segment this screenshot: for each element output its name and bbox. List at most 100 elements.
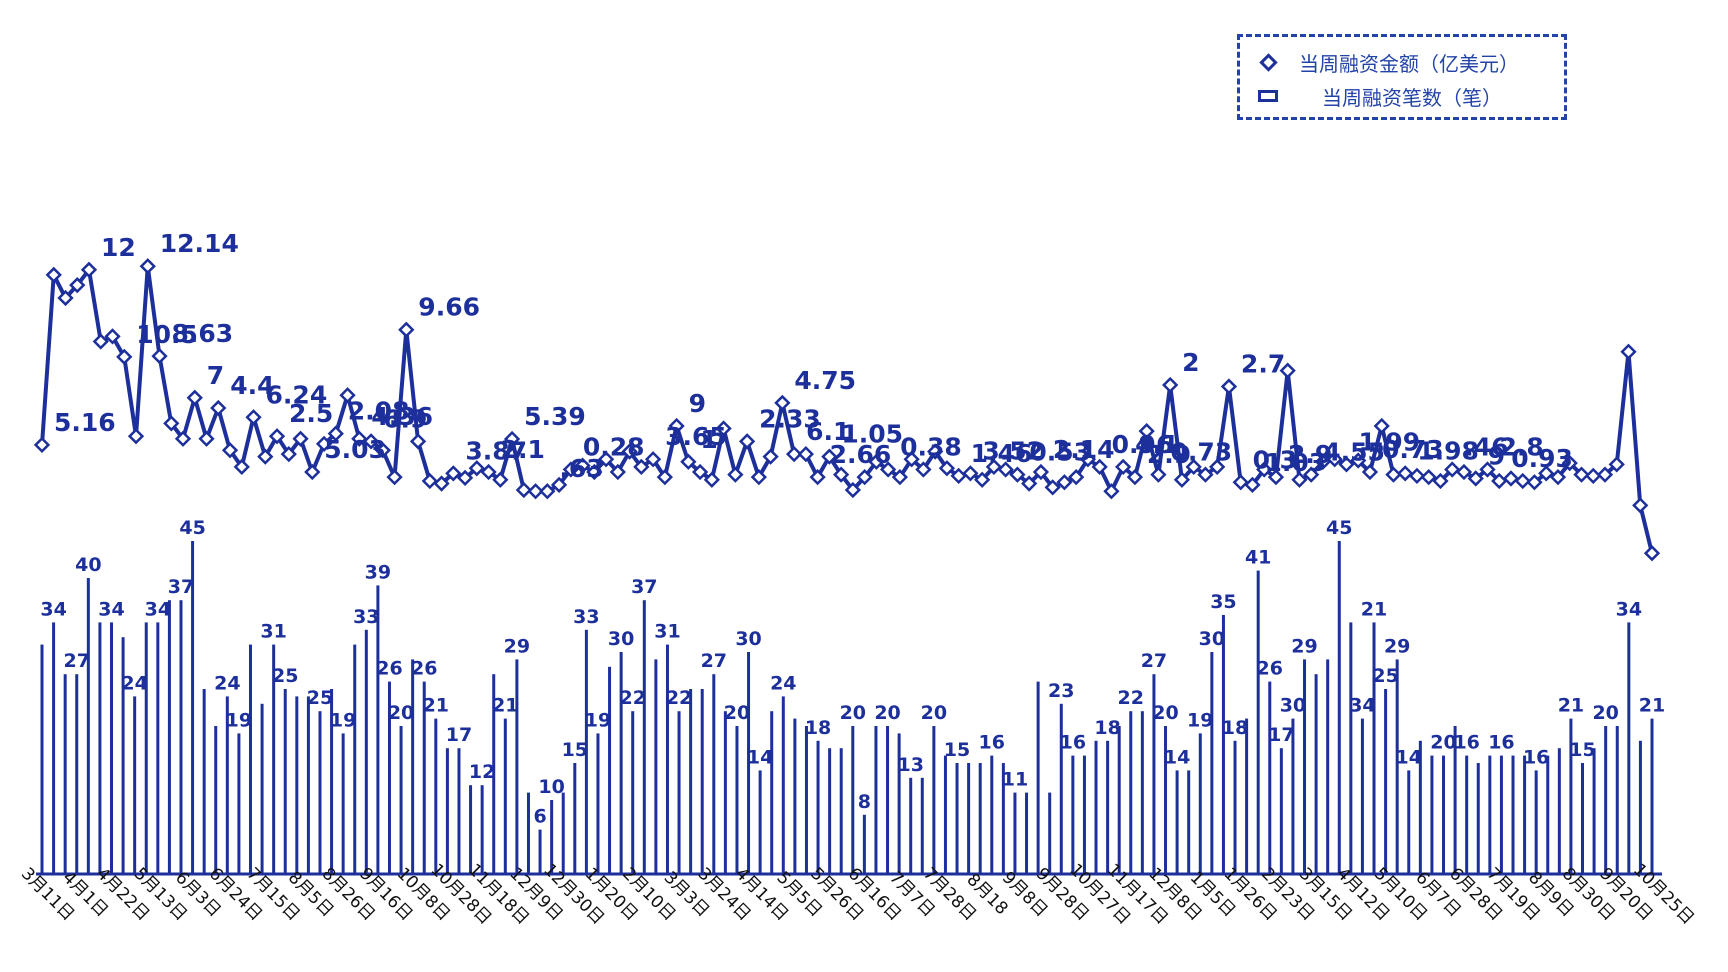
line-point (1056, 474, 1073, 491)
line-point (715, 420, 732, 437)
bar-data-label: 26 (1257, 658, 1283, 680)
bar (214, 726, 218, 874)
line-point (480, 463, 497, 481)
line-point (1585, 467, 1602, 485)
line-data-label: .63 (559, 454, 603, 483)
line-point (1455, 463, 1473, 481)
bar (1245, 718, 1249, 874)
line-point (1561, 454, 1578, 472)
line-point (750, 469, 767, 486)
bar (109, 622, 113, 874)
bar (1221, 615, 1225, 874)
bar (990, 755, 994, 874)
bar-outline-icon (1258, 90, 1278, 102)
line-point (1138, 422, 1155, 440)
line-point (1267, 469, 1285, 486)
line-data-label: 2.8 (1499, 432, 1543, 461)
bar (156, 622, 160, 874)
line-point (33, 436, 51, 454)
bar (700, 689, 704, 874)
bar (1233, 740, 1237, 874)
bar-series-count (40, 541, 1654, 874)
line-point (774, 394, 791, 412)
line-point (550, 476, 568, 493)
bar-data-label: 34 (1349, 695, 1375, 717)
line-point (644, 451, 662, 468)
line-point (1632, 497, 1649, 514)
bar (573, 763, 577, 874)
bar-data-label: 13 (897, 754, 923, 776)
line-point (985, 458, 1003, 476)
bar-data-label: 24 (214, 672, 240, 694)
line-point (268, 428, 286, 445)
line-point (974, 471, 991, 488)
legend-item-amount[interactable]: 当周融资金额（亿美元） (1254, 47, 1519, 77)
bar-data-label: 35 (1210, 591, 1236, 613)
line-data-label: 2.7 (1241, 350, 1285, 379)
line-point (915, 461, 932, 478)
line-point (1538, 465, 1555, 482)
line-point (339, 387, 356, 404)
diamond-marker-icon (1259, 52, 1278, 72)
line-data-label: 0.38 (900, 432, 962, 461)
line-point (1491, 472, 1508, 490)
line-point (1596, 466, 1614, 483)
line-point (127, 428, 145, 445)
line-point (586, 463, 603, 481)
bar (225, 696, 229, 874)
bar (387, 681, 391, 874)
bar-data-label: 31 (260, 621, 286, 643)
bar (967, 763, 971, 874)
bar (1407, 770, 1411, 874)
bar-data-label: 31 (654, 621, 680, 643)
bar (1442, 755, 1446, 874)
bar-data-label: 8 (858, 791, 871, 813)
bar (1627, 622, 1631, 874)
bar-data-label: 20 (1152, 702, 1178, 724)
bar (1534, 770, 1538, 874)
bar-data-label: 34 (1616, 598, 1642, 620)
x-tick-labels: 3月11日4月1日4月22日5月13日6月3日6月24日7月15日8月5日8月2… (17, 860, 1698, 929)
line-point (104, 328, 121, 345)
line-point (703, 471, 720, 488)
line-point (856, 469, 873, 486)
bar-data-label: 37 (631, 576, 657, 598)
bar (411, 659, 415, 874)
line-point (1126, 469, 1144, 486)
line-point (1314, 453, 1332, 470)
bar (631, 711, 635, 874)
bar-data-label: 21 (1361, 598, 1387, 620)
line-point (1467, 470, 1484, 487)
bar (353, 644, 357, 874)
line-point (1150, 466, 1167, 483)
bar (1488, 755, 1492, 874)
bar (1557, 748, 1561, 874)
bar (550, 800, 554, 874)
bar (874, 726, 878, 874)
bar-data-label: 30 (1199, 628, 1225, 650)
line-point (633, 458, 650, 476)
bar (770, 711, 774, 874)
legend-item-count[interactable]: 当周融资笔数（笔） (1254, 81, 1502, 111)
line-data-label: 1.03 (1264, 448, 1326, 477)
line-data-label: 3.87 (465, 436, 527, 465)
bar (1059, 703, 1063, 874)
bar (886, 726, 890, 874)
line-point (1444, 461, 1461, 478)
bar (897, 733, 901, 874)
line-point (891, 469, 909, 486)
line-data-label: 0.96 (1112, 430, 1174, 459)
bar (237, 733, 241, 874)
bar-data-label: 16 (1060, 732, 1086, 754)
bar (955, 763, 959, 874)
line-data-label: 4.75 (794, 366, 856, 395)
line-point (527, 483, 544, 500)
bar (1048, 792, 1052, 874)
line-point (503, 430, 521, 448)
bar (677, 711, 681, 874)
bar-data-label: 16 (1453, 732, 1479, 754)
bar (1140, 711, 1144, 874)
bar (469, 785, 473, 874)
bar (75, 674, 79, 874)
